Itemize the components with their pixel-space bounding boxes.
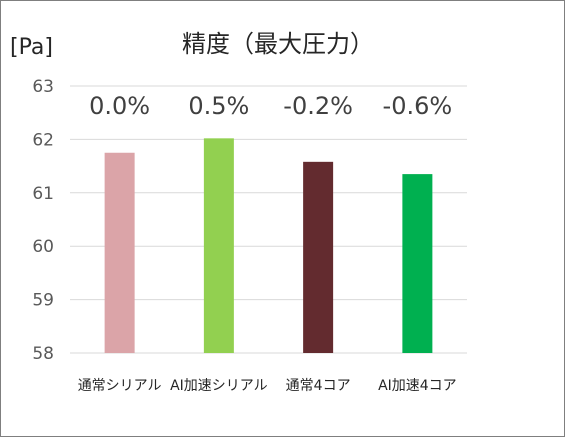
data-label: 0.0%	[89, 92, 150, 120]
data-label: 0.5%	[188, 92, 249, 120]
x-tick-label: AI加速4コア	[378, 378, 457, 394]
data-labels: 0.0% 0.5% -0.2% -0.6%	[89, 92, 452, 120]
y-tick-label: 63	[32, 77, 54, 97]
x-tick-label: 通常4コア	[286, 378, 351, 394]
y-axis-ticks: 63 62 61 60 59 58	[32, 77, 54, 364]
data-label: -0.2%	[283, 92, 353, 120]
y-axis-unit-label: [Pa]	[10, 35, 53, 60]
bar	[104, 152, 135, 353]
x-tick-label: AI加速シリアル	[170, 378, 268, 394]
y-tick-label: 60	[32, 237, 54, 257]
y-tick-label: 59	[32, 291, 54, 311]
bar	[402, 174, 433, 353]
gridlines	[70, 85, 467, 354]
x-axis-ticks: 通常シリアル AI加速シリアル 通常4コア AI加速4コア	[78, 378, 457, 394]
x-tick-label: 通常シリアル	[78, 378, 162, 394]
y-tick-label: 58	[32, 344, 54, 364]
bars	[104, 138, 433, 353]
bar	[203, 138, 234, 353]
y-tick-label: 61	[32, 184, 54, 204]
bar	[303, 161, 334, 353]
y-tick-label: 62	[32, 130, 54, 150]
data-label: -0.6%	[383, 92, 453, 120]
chart-title: 精度（最大圧力）	[182, 30, 374, 58]
